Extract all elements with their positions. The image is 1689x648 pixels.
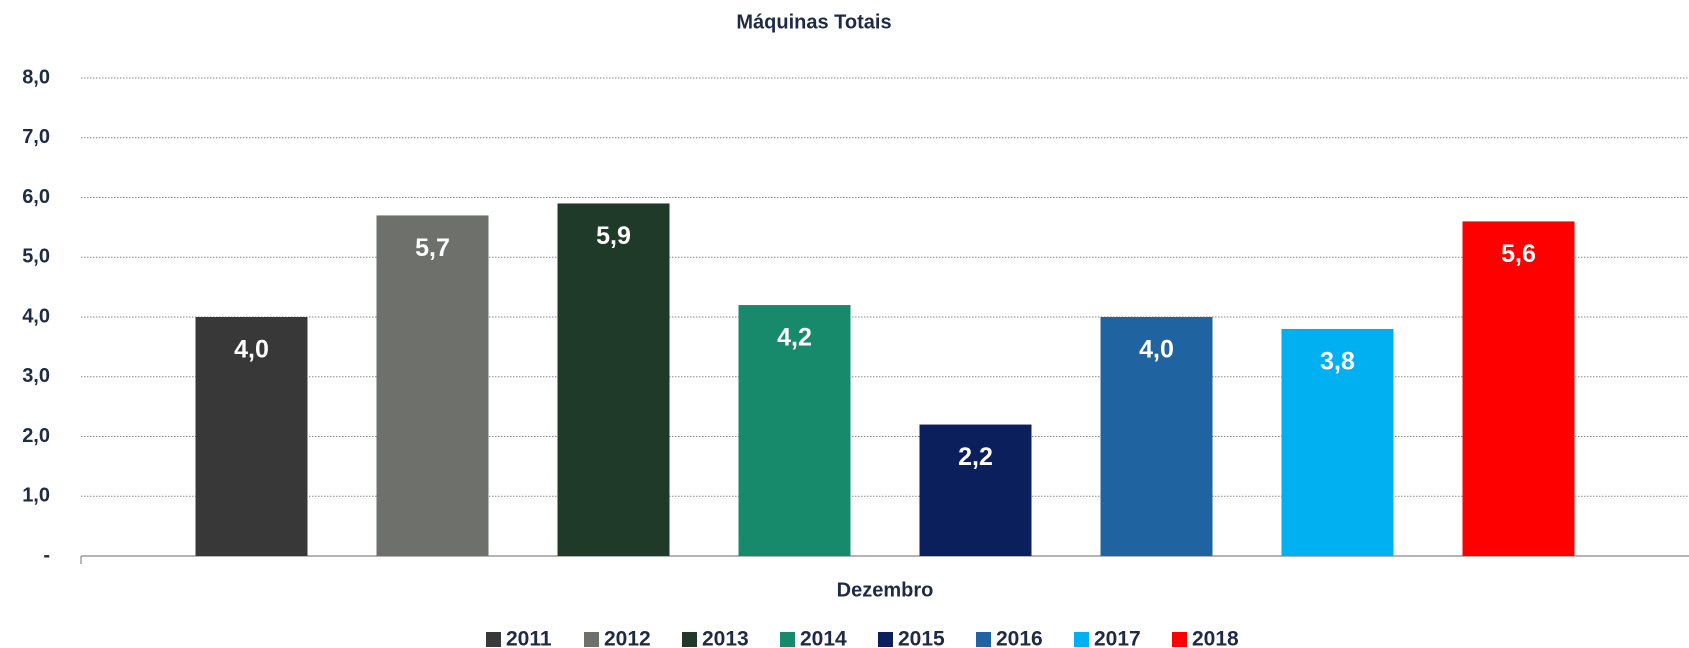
data-label: 5,9 (596, 222, 631, 250)
legend-label: 2015 (898, 628, 945, 648)
bar (1281, 328, 1394, 556)
y-tick-label: - (43, 544, 50, 566)
legend-swatch (584, 632, 599, 647)
bar (738, 305, 851, 556)
data-label: 4,0 (1139, 336, 1174, 364)
legend-label: 2014 (800, 628, 847, 648)
y-tick-label: 3,0 (22, 365, 50, 387)
data-label: 5,7 (415, 234, 450, 262)
legend-swatch (780, 632, 795, 647)
legend-swatch (1172, 632, 1187, 647)
y-tick-label: 6,0 (22, 186, 50, 208)
y-tick-label: 5,0 (22, 246, 50, 268)
legend-label: 2012 (604, 628, 651, 648)
bar (1100, 317, 1213, 556)
y-tick-label: 7,0 (22, 126, 50, 148)
legend-label: 2011 (506, 628, 552, 648)
legend-swatch (878, 632, 893, 647)
legend-label: 2017 (1094, 628, 1141, 648)
y-tick-label: 8,0 (22, 66, 50, 88)
legend-label: 2016 (996, 628, 1043, 648)
legend-swatch (682, 632, 697, 647)
x-tick-label: Dezembro (837, 579, 934, 601)
legend-label: 2018 (1192, 628, 1239, 648)
bar (195, 317, 308, 556)
data-label: 4,0 (234, 336, 269, 364)
data-label: 4,2 (777, 324, 812, 352)
bar (557, 203, 670, 556)
y-tick-label: 2,0 (22, 425, 50, 447)
chart-title: Máquinas Totais (736, 11, 891, 33)
legend-swatch (976, 632, 991, 647)
legend-label: 2013 (702, 628, 749, 648)
bar (1462, 221, 1575, 556)
bar (376, 215, 489, 557)
y-tick-label: 4,0 (22, 305, 50, 327)
data-label: 2,2 (958, 443, 993, 471)
legend-swatch (1074, 632, 1089, 647)
legend-swatch (486, 632, 501, 647)
data-label: 5,6 (1501, 240, 1536, 268)
y-tick-label: 1,0 (22, 485, 50, 507)
data-label: 3,8 (1320, 348, 1355, 376)
bar (919, 424, 1032, 556)
